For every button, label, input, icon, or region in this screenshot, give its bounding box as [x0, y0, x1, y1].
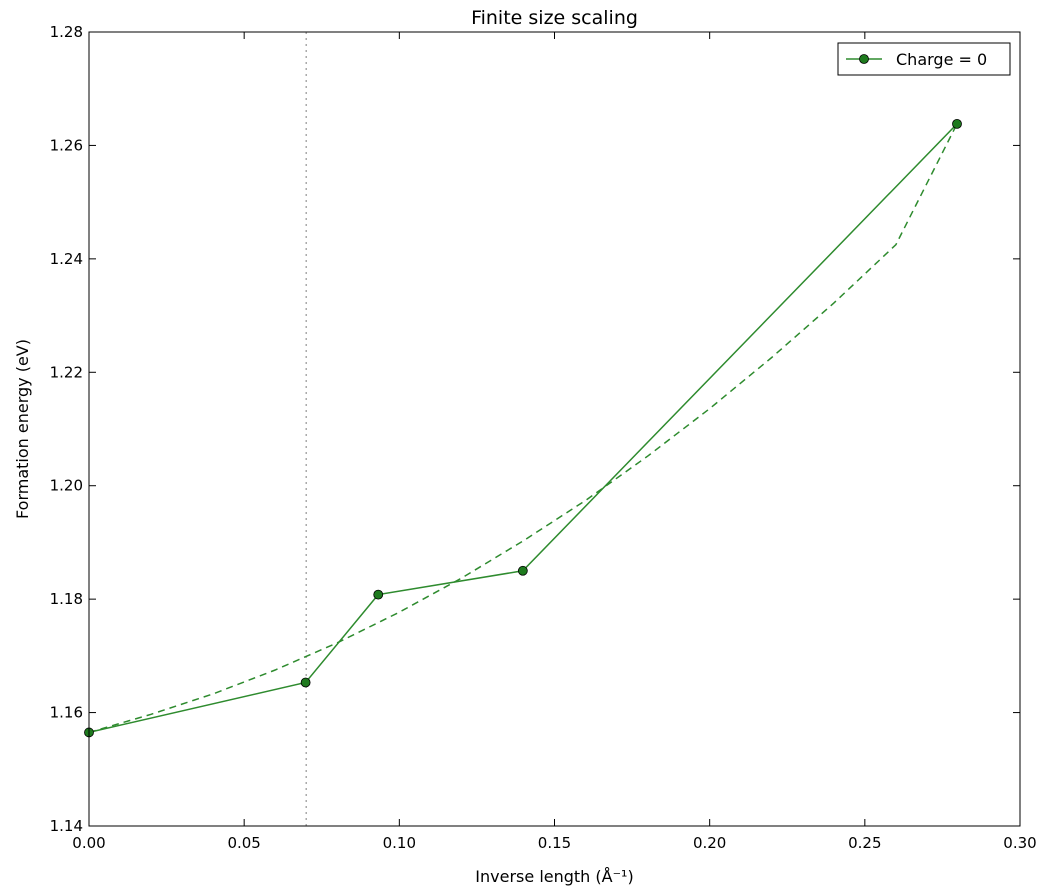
data-point: [952, 118, 962, 129]
x-axis-title: Inverse length (Å⁻¹): [475, 867, 633, 886]
y-tick-label: 1.18: [50, 590, 83, 608]
x-tick-label: 0.00: [72, 834, 105, 852]
series-line-charge-0: [88, 123, 958, 734]
x-tick-label: 0.10: [383, 834, 416, 852]
y-tick-label: 1.24: [50, 250, 83, 268]
data-point: [373, 589, 384, 600]
x-tick-label: 0.25: [848, 834, 881, 852]
y-tick-label: 1.14: [50, 817, 83, 835]
x-tick-label: 0.05: [227, 834, 260, 852]
legend-label-charge-0: Charge = 0: [896, 50, 987, 69]
y-tick-label: 1.20: [50, 477, 83, 495]
x-tick-label: 0.20: [693, 834, 726, 852]
data-point: [300, 677, 311, 688]
y-tick-label: 1.22: [50, 363, 83, 381]
legend-marker: [859, 54, 869, 64]
legend: Charge = 0: [837, 42, 1011, 76]
fit-curve-dashed: [88, 123, 958, 734]
y-axis-title: Formation energy (eV): [13, 339, 32, 519]
plot-area: 0.00 0.05 0.10 0.15 0.20 0.25 0.30 1.14 1.16 1.18…: [50, 23, 1037, 852]
x-tick-label: 0.15: [538, 834, 571, 852]
data-point: [517, 565, 528, 576]
chart-title: Finite size scaling: [471, 7, 638, 29]
plot-frame: [88, 31, 1021, 827]
x-tick-label: 0.30: [1003, 834, 1036, 852]
y-tick-label: 1.16: [50, 704, 83, 722]
y-tick-label: 1.28: [50, 23, 83, 41]
y-tick-label: 1.26: [50, 136, 83, 154]
